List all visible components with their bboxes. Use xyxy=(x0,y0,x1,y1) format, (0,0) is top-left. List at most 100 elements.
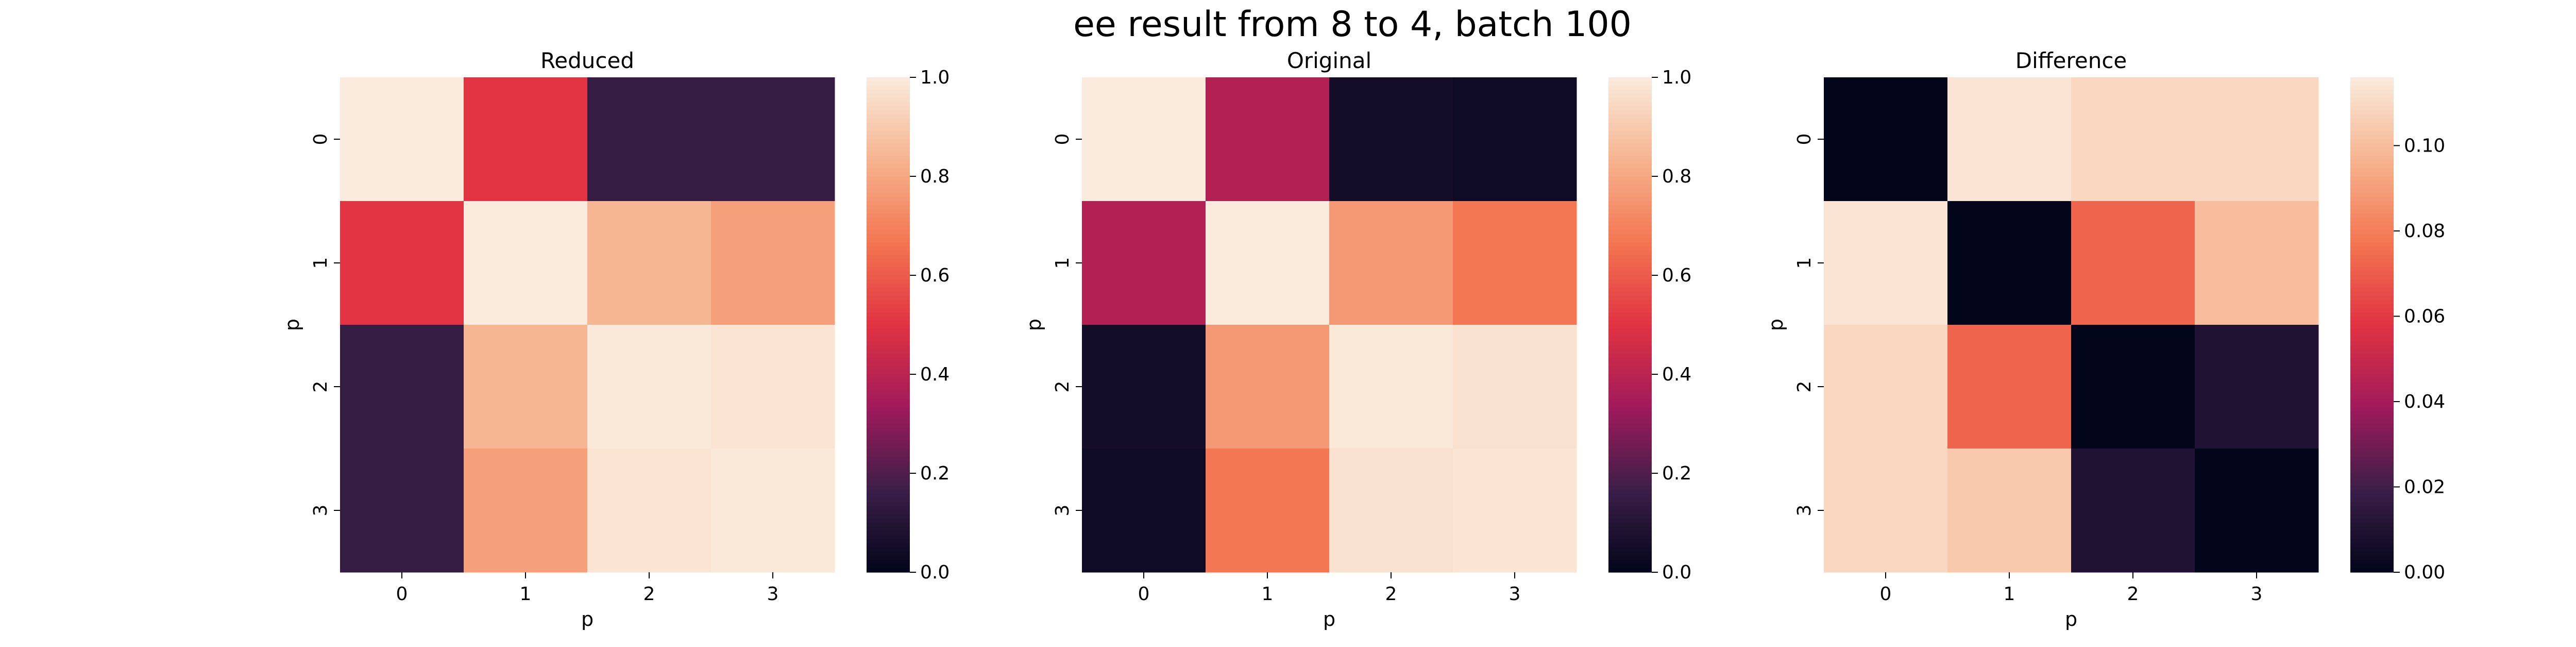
colorbar-strip xyxy=(867,317,910,321)
heatmap-cell xyxy=(1947,77,2072,202)
colorbar-strip xyxy=(867,98,910,103)
colorbar-strip xyxy=(1608,279,1652,284)
colorbar-strip xyxy=(2350,457,2394,461)
x-tick-label: 0 xyxy=(1880,584,1892,605)
colorbar-strip xyxy=(867,436,910,441)
colorbar-strip xyxy=(867,383,910,387)
colorbar-strip xyxy=(2350,374,2394,379)
colorbar-strip xyxy=(867,230,910,235)
colorbar-strip xyxy=(2350,444,2394,449)
colorbar-strip xyxy=(1608,86,1652,90)
colorbar-strip xyxy=(1608,329,1652,334)
colorbar-strip xyxy=(2350,176,2394,181)
x-axis-label: p xyxy=(2065,608,2077,631)
colorbar-strip xyxy=(2350,486,2394,490)
colorbar-strip xyxy=(867,218,910,222)
colorbar-strip xyxy=(2350,201,2394,206)
colorbar-strip xyxy=(2350,209,2394,214)
colorbar-strip xyxy=(867,490,910,494)
colorbar-strip xyxy=(1608,325,1652,329)
colorbar-strip xyxy=(2350,407,2394,412)
heatmap-cell xyxy=(2195,201,2319,325)
colorbar-strip xyxy=(2350,197,2394,202)
colorbar-strip xyxy=(2350,568,2394,573)
colorbar-strip xyxy=(1608,337,1652,342)
colorbar-tick-label: 0.10 xyxy=(2404,135,2445,156)
colorbar-strip xyxy=(1608,185,1652,189)
colorbar-strip xyxy=(1608,251,1652,255)
colorbar-strip xyxy=(2350,86,2394,90)
colorbar-strip xyxy=(867,321,910,325)
colorbar-strip xyxy=(2350,226,2394,230)
y-tick-label: 3 xyxy=(1794,505,1815,517)
colorbar-strip xyxy=(1608,189,1652,193)
colorbar-tick-label: 0.6 xyxy=(1662,265,1691,286)
colorbar-strip xyxy=(867,329,910,334)
colorbar-strip xyxy=(867,461,910,466)
colorbar-strip xyxy=(1608,127,1652,131)
colorbar-strip xyxy=(867,139,910,144)
colorbar-strip xyxy=(867,164,910,169)
colorbar-strip xyxy=(1608,284,1652,288)
colorbar-strip xyxy=(867,473,910,478)
heatmap-cell xyxy=(1824,77,1948,202)
colorbar-strip xyxy=(867,180,910,185)
colorbar-strip xyxy=(2350,510,2394,515)
colorbar-strip xyxy=(1608,498,1652,503)
colorbar-strip xyxy=(867,469,910,474)
colorbar-strip xyxy=(867,143,910,148)
colorbar-tick-label: 0.04 xyxy=(2404,391,2445,412)
x-tick-label: 2 xyxy=(1385,584,1397,605)
heatmap-cell xyxy=(1329,77,1453,202)
y-tick-label: 0 xyxy=(310,134,331,145)
heatmap-cell xyxy=(1206,449,1330,573)
colorbar-strip xyxy=(1608,131,1652,136)
colorbar-strip xyxy=(2350,119,2394,123)
colorbar-strip xyxy=(1608,168,1652,173)
colorbar-strip xyxy=(1608,383,1652,387)
colorbar-strip xyxy=(1608,94,1652,98)
colorbar-strip xyxy=(1608,275,1652,280)
colorbar-strip xyxy=(2350,164,2394,169)
colorbar-strip xyxy=(2350,94,2394,98)
colorbar-strip xyxy=(2350,506,2394,511)
colorbar-strip xyxy=(2350,90,2394,94)
heatmap-cell xyxy=(1329,201,1453,325)
colorbar-strip xyxy=(2350,350,2394,354)
colorbar-strip xyxy=(1608,362,1652,367)
colorbar: 0.0 0.2 0.4 0.6 0.8 1.0 xyxy=(1608,67,1691,583)
colorbar-strip xyxy=(1608,444,1652,449)
colorbar-strip xyxy=(2350,131,2394,136)
colorbar-strip xyxy=(1608,98,1652,103)
colorbar-strip xyxy=(2350,461,2394,466)
colorbar-strip xyxy=(867,556,910,560)
colorbar-strip xyxy=(2350,296,2394,301)
colorbar-strip xyxy=(1608,477,1652,482)
colorbar-strip xyxy=(867,477,910,482)
colorbar-strip xyxy=(867,131,910,136)
heatmap-cell xyxy=(1329,449,1453,573)
colorbar-strip xyxy=(867,440,910,445)
colorbar-strip xyxy=(1608,531,1652,536)
colorbar-strip xyxy=(2350,180,2394,185)
colorbar-strip xyxy=(1608,152,1652,156)
colorbar-strip xyxy=(867,77,910,82)
colorbar-strip xyxy=(2350,411,2394,416)
colorbar-strip xyxy=(867,238,910,243)
colorbar-strip xyxy=(2350,539,2394,544)
colorbar-strip xyxy=(867,378,910,383)
y-tick-label: 2 xyxy=(1794,381,1815,393)
colorbar-strip xyxy=(867,391,910,395)
colorbar-strip xyxy=(2350,395,2394,400)
colorbar-strip xyxy=(2350,399,2394,404)
colorbar-strip xyxy=(2350,341,2394,346)
colorbar-strip xyxy=(2350,308,2394,313)
colorbar-strip xyxy=(1608,432,1652,437)
heatmap-cell xyxy=(1082,449,1206,573)
colorbar-strip xyxy=(867,156,910,160)
y-tick-label: 1 xyxy=(1052,257,1073,269)
colorbar-strip xyxy=(1608,230,1652,235)
colorbar-strip xyxy=(2350,428,2394,433)
